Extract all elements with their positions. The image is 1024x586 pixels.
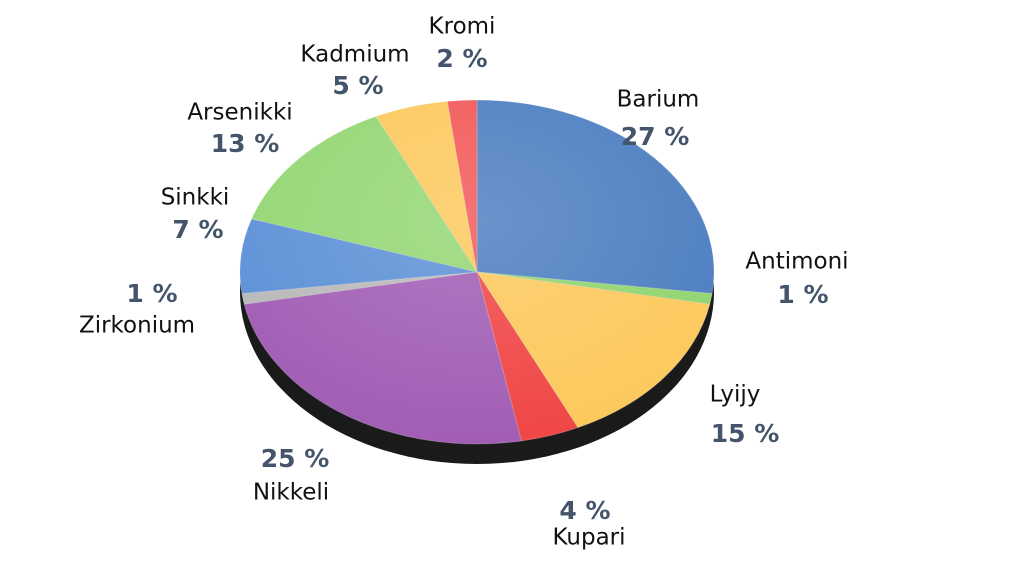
category-label: Zirkonium bbox=[79, 313, 195, 339]
category-label: Nikkeli bbox=[253, 480, 329, 506]
value-label: 7 % bbox=[172, 215, 223, 244]
category-label: Arsenikki bbox=[187, 100, 292, 126]
value-label: 1 % bbox=[126, 279, 177, 308]
category-label: Lyijy bbox=[710, 382, 761, 408]
value-label: 27 % bbox=[621, 122, 690, 151]
value-label: 25 % bbox=[261, 444, 330, 473]
category-label: Sinkki bbox=[161, 185, 230, 211]
category-label: Kadmium bbox=[300, 42, 409, 68]
value-label: 5 % bbox=[332, 71, 383, 100]
category-label: Kromi bbox=[429, 14, 496, 40]
value-label: 4 % bbox=[559, 496, 610, 525]
category-label: Kupari bbox=[552, 525, 625, 551]
value-label: 1 % bbox=[777, 280, 828, 309]
value-label: 15 % bbox=[711, 419, 780, 448]
category-label: Antimoni bbox=[745, 249, 848, 275]
value-label: 2 % bbox=[436, 44, 487, 73]
pie bbox=[239, 99, 715, 445]
category-label: Barium bbox=[617, 87, 700, 113]
value-label: 13 % bbox=[211, 129, 280, 158]
